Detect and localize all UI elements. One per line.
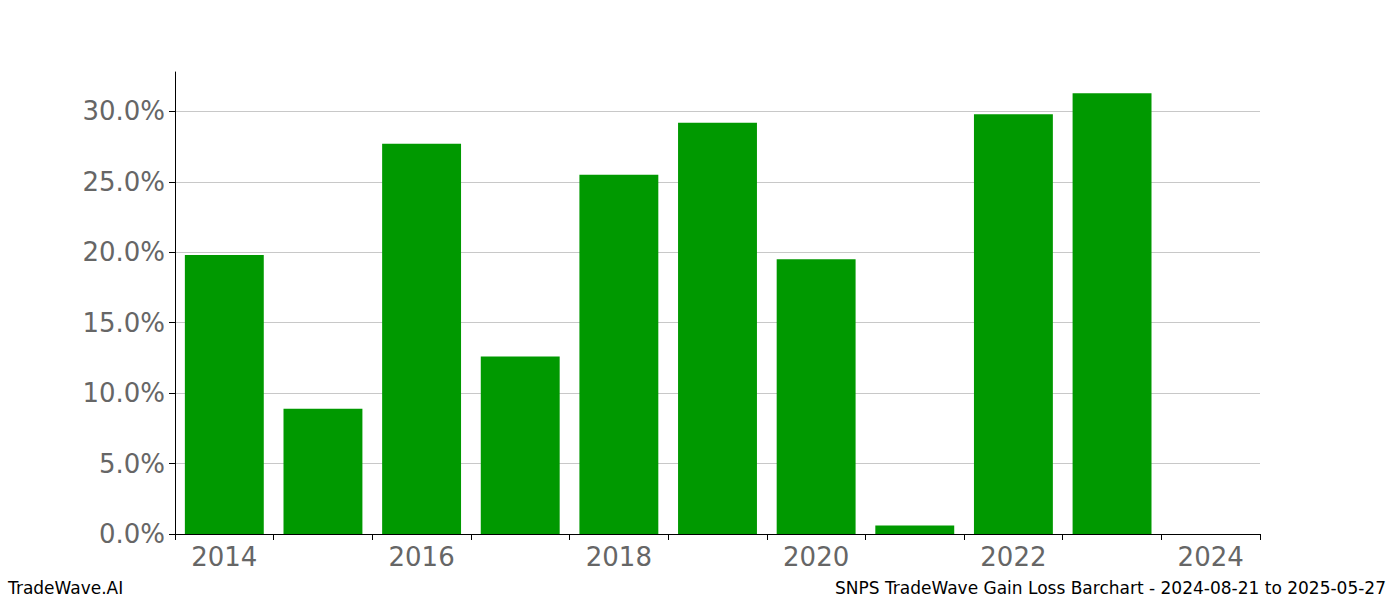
- svg-text:30.0%: 30.0%: [82, 96, 165, 126]
- svg-text:10.0%: 10.0%: [82, 378, 165, 408]
- svg-text:2016: 2016: [389, 542, 455, 572]
- svg-text:TradeWave.AI: TradeWave.AI: [7, 578, 123, 598]
- svg-text:0.0%: 0.0%: [99, 519, 165, 549]
- svg-text:SNPS TradeWave Gain Loss Barch: SNPS TradeWave Gain Loss Barchart - 2024…: [835, 578, 1386, 598]
- svg-text:20.0%: 20.0%: [82, 237, 165, 267]
- svg-text:25.0%: 25.0%: [82, 167, 165, 197]
- svg-text:2022: 2022: [980, 542, 1046, 572]
- svg-text:2018: 2018: [586, 542, 652, 572]
- svg-text:15.0%: 15.0%: [82, 308, 165, 338]
- svg-text:2024: 2024: [1178, 542, 1244, 572]
- svg-text:2020: 2020: [783, 542, 849, 572]
- svg-text:5.0%: 5.0%: [99, 449, 165, 479]
- svg-text:2014: 2014: [191, 542, 257, 572]
